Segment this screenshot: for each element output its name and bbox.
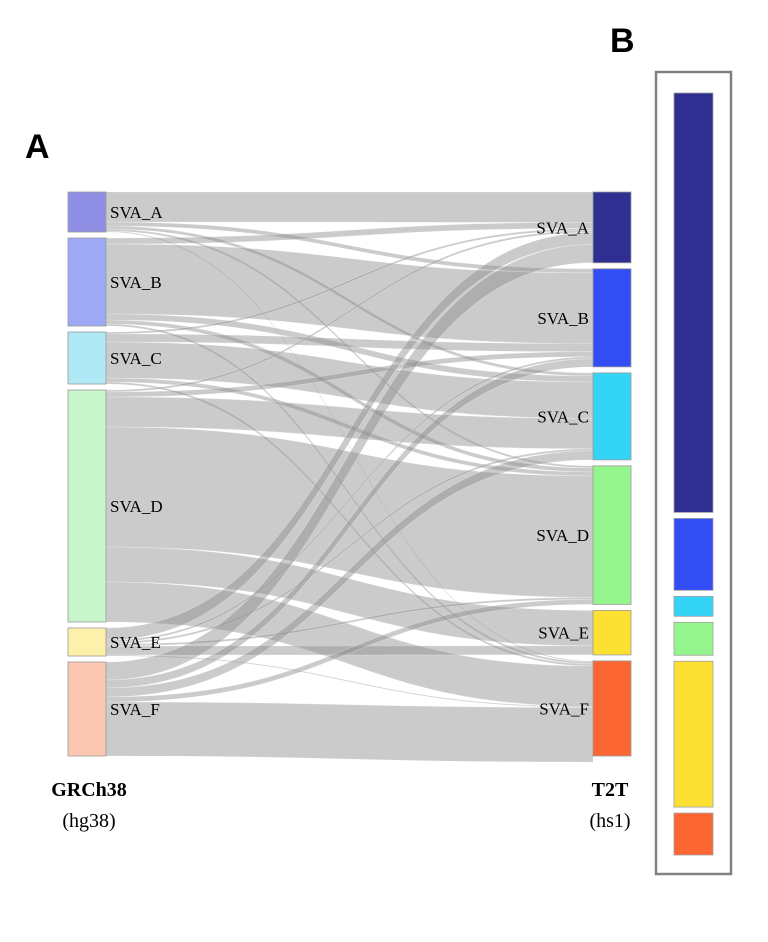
right-node-label-sva_e: SVA_E — [538, 624, 589, 643]
panel-b-label: B — [610, 22, 635, 60]
sankey-links — [105, 191, 594, 763]
left-node-label-sva_c: SVA_C — [110, 349, 162, 368]
sankey-nodes — [67, 191, 632, 757]
stacked-bar-segment-6 — [673, 812, 714, 856]
right-node-sva_c — [592, 372, 632, 461]
left-node-sva_b — [67, 237, 107, 327]
sankey-node-labels: SVA_A SVA_B SVA_C SVA_D SVA_E SVA_F SVA_A SVA_B… — [110, 203, 590, 719]
stacked-bar-segment-5 — [673, 660, 714, 808]
right-axis-title: T2T — [592, 779, 629, 801]
left-axis-title: GRCh38 — [51, 779, 127, 801]
stacked-bar-segment-3 — [673, 595, 714, 617]
right-node-sva_b — [592, 268, 632, 368]
right-node-sva_a — [592, 191, 632, 264]
panel-b-stacked-bar — [673, 92, 714, 856]
left-node-label-sva_a: SVA_A — [110, 203, 163, 222]
panel-b-frame — [654, 70, 733, 876]
right-node-label-sva_d: SVA_D — [536, 526, 589, 545]
left-node-sva_f — [67, 661, 107, 757]
stacked-bar-segment-2 — [673, 518, 714, 591]
right-node-label-sva_b: SVA_B — [537, 309, 589, 328]
left-node-sva_c — [67, 331, 107, 385]
sankey-link-sva_f-to-sva_f — [105, 701, 594, 763]
right-node-sva_d — [592, 465, 632, 605]
left-node-label-sva_d: SVA_D — [110, 497, 163, 516]
stacked-bar-segment-1 — [673, 92, 714, 513]
left-node-label-sva_f: SVA_F — [110, 700, 160, 719]
left-node-sva_d — [67, 389, 107, 623]
left-node-sva_e — [67, 627, 107, 657]
right-node-sva_e — [592, 610, 632, 656]
left-axis-subtitle: (hg38) — [62, 810, 115, 832]
stacked-bar-segment-4 — [673, 621, 714, 656]
right-node-label-sva_c: SVA_C — [537, 407, 589, 426]
left-node-label-sva_e: SVA_E — [110, 633, 161, 652]
right-node-label-sva_a: SVA_A — [536, 218, 589, 237]
sankey-link-sva_a-to-sva_a — [105, 191, 594, 223]
right-node-label-sva_f: SVA_F — [539, 699, 589, 718]
right-node-sva_f — [592, 660, 632, 757]
right-axis-subtitle: (hs1) — [589, 810, 630, 832]
left-node-sva_a — [67, 191, 107, 233]
panel-a-label: A — [25, 128, 50, 166]
left-node-label-sva_b: SVA_B — [110, 273, 162, 292]
